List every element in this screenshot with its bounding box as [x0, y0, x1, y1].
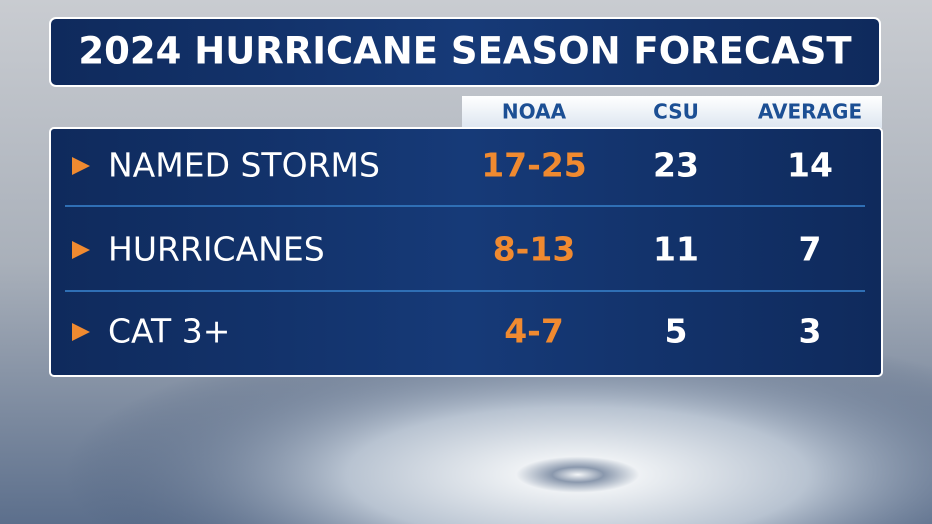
- row-label: NAMED STORMS: [108, 146, 380, 185]
- noaa-value: 17-25: [481, 146, 587, 185]
- noaa-value: 8-13: [493, 230, 576, 269]
- title-bar: [49, 17, 881, 87]
- cell-value: 3: [799, 312, 822, 351]
- column-header: AVERAGE: [758, 100, 862, 124]
- noaa-value: 4-7: [504, 312, 564, 351]
- cell-value: 23: [653, 146, 699, 185]
- cell-value: 7: [799, 230, 822, 269]
- row-label: CAT 3+: [108, 312, 230, 351]
- title: 2024 HURRICANE SEASON FORECAST: [78, 30, 852, 73]
- bullet-arrow: [72, 241, 90, 259]
- cell-value: 14: [787, 146, 833, 185]
- table: NOAA CSU AVERAGE NAMED STORMS 17-25 23 14 HURRI…: [72, 100, 862, 351]
- row-label: HURRICANES: [108, 230, 325, 269]
- cell-value: 5: [665, 312, 688, 351]
- bullet-arrow: [72, 157, 90, 175]
- bullet-arrow: [72, 323, 90, 341]
- column-header: NOAA: [502, 100, 567, 124]
- column-header-bar: [462, 96, 882, 128]
- cell-value: 11: [653, 230, 699, 269]
- table-panel: [49, 127, 883, 377]
- column-header: CSU: [653, 100, 699, 124]
